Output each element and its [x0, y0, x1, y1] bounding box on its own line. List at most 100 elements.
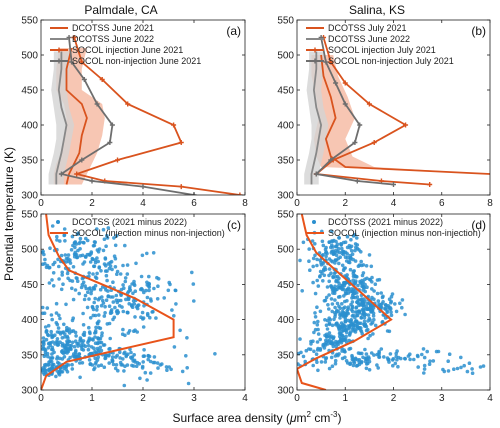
scatter-point: [95, 308, 99, 312]
x-tick-label: 1: [89, 393, 95, 404]
scatter-point: [144, 288, 148, 293]
scatter-point: [85, 238, 90, 243]
scatter-point: [94, 325, 98, 330]
scatter-point: [350, 357, 355, 362]
y-tick-label: 550: [21, 210, 38, 221]
scatter-point: [313, 311, 317, 315]
scatter-point: [322, 299, 327, 303]
scatter-point: [325, 335, 329, 339]
scatter-point: [393, 361, 398, 366]
scatter-point: [57, 361, 61, 366]
scatter-point: [130, 356, 134, 361]
scatter-point: [44, 337, 49, 342]
scatter-point: [158, 363, 163, 367]
scatter-point: [104, 273, 109, 278]
scatter-point: [83, 284, 87, 288]
scatter-point: [50, 362, 55, 367]
scatter-point: [350, 327, 355, 331]
scatter-point: [113, 305, 117, 310]
scatter-point: [382, 355, 386, 359]
scatter-point: [106, 289, 110, 293]
scatter-point: [313, 315, 318, 319]
scatter-point: [46, 346, 51, 350]
scatter-point: [321, 243, 326, 248]
scatter-point: [421, 347, 426, 351]
scatter-point: [41, 368, 45, 372]
scatter-point: [110, 355, 115, 359]
scatter-point: [406, 354, 411, 358]
scatter-point: [63, 253, 68, 257]
series-line-a-1: [55, 51, 68, 185]
scatter-point: [118, 272, 123, 276]
scatter-point: [343, 292, 348, 296]
scatter-point: [113, 366, 118, 371]
scatter-point: [93, 335, 97, 339]
scatter-point: [70, 362, 74, 367]
scatter-point: [138, 376, 142, 381]
series-marker-b-3-4: [357, 122, 363, 128]
scatter-point: [360, 281, 364, 286]
scatter-point: [333, 354, 338, 358]
scatter-point: [95, 321, 100, 326]
scatter-point: [107, 304, 112, 309]
scatter-point: [103, 311, 107, 315]
scatter-point: [298, 337, 302, 341]
scatter-point: [58, 369, 62, 374]
scatter-point: [115, 269, 120, 274]
scatter-point: [333, 358, 338, 363]
series-marker-a-3-9: [140, 184, 146, 190]
scatter-point: [96, 336, 100, 340]
scatter-point: [322, 273, 327, 278]
series-marker-b-3-5: [352, 140, 358, 145]
scatter-point: [77, 291, 81, 296]
scatter-point: [390, 292, 395, 296]
scatter-point: [156, 284, 160, 289]
scatter-point: [312, 320, 317, 325]
scatter-point: [364, 324, 369, 329]
scatter-point: [96, 355, 100, 360]
scatter-point: [53, 333, 57, 338]
scatter-point: [104, 244, 108, 248]
scatter-point: [81, 339, 86, 343]
scatter-point: [313, 253, 317, 258]
scatter-point: [343, 319, 348, 324]
scatter-point: [71, 265, 76, 269]
scatter-point: [70, 367, 75, 371]
scatter-point: [86, 344, 91, 348]
scatter-point: [66, 259, 71, 264]
y-tick-label: 550: [277, 16, 294, 27]
scatter-point: [76, 341, 81, 346]
panel-label-a: (a): [226, 24, 241, 38]
y-tick-label: 550: [277, 210, 294, 221]
scatter-point: [354, 364, 359, 368]
scatter-point: [98, 287, 103, 292]
scatter-point: [100, 333, 104, 338]
y-tick-label: 350: [277, 350, 294, 361]
scatter-point: [66, 336, 70, 340]
scatter-point: [81, 323, 86, 327]
scatter-point: [73, 352, 78, 356]
series-marker-a-3-8: [89, 178, 95, 184]
scatter-point: [363, 299, 367, 304]
scatter-point: [152, 355, 157, 359]
scatter-point: [180, 369, 185, 374]
panel-label-d: (d): [471, 218, 486, 232]
scatter-point: [403, 357, 408, 361]
scatter-point: [307, 347, 311, 351]
scatter-point: [151, 309, 155, 314]
scatter-point: [65, 339, 69, 344]
x-tick-label: 3: [191, 393, 197, 404]
scatter-point: [478, 365, 483, 369]
x-tick-label: 0: [38, 393, 44, 404]
scatter-point: [391, 357, 396, 361]
scatter-point: [81, 311, 85, 316]
scatter-point: [133, 289, 138, 294]
scatter-point: [316, 368, 320, 373]
scatter-point: [371, 314, 376, 318]
scatter-point: [327, 331, 332, 335]
scatter-point: [389, 294, 394, 299]
scatter-point: [333, 311, 337, 315]
scatter-point: [43, 257, 47, 262]
series-marker-a-3-6: [79, 157, 85, 163]
scatter-point: [75, 279, 80, 284]
